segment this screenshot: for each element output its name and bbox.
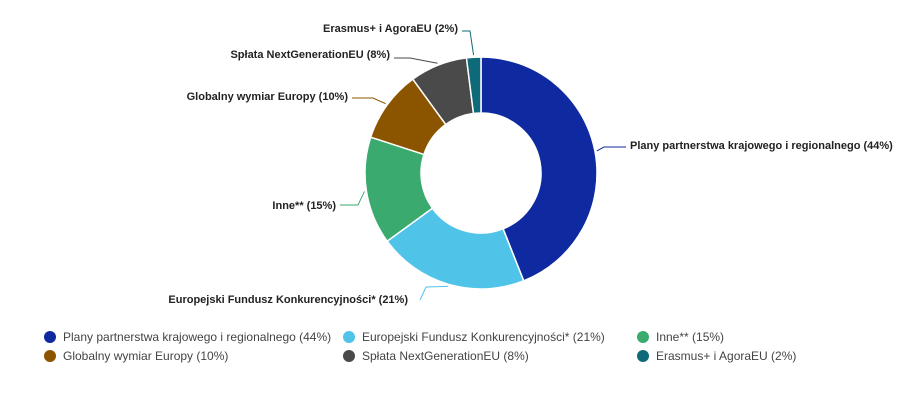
leader-line xyxy=(352,97,386,105)
legend-item: Europejski Fundusz Konkurencyjności* (21… xyxy=(343,330,605,344)
legend-item: Globalny wymiar Europy (10%) xyxy=(44,349,228,363)
legend-label: Europejski Fundusz Konkurencyjności* (21… xyxy=(362,330,605,344)
donut-slice xyxy=(480,56,598,282)
legend-swatch xyxy=(343,331,355,343)
slice-label: Europejski Fundusz Konkurencyjności* (21… xyxy=(168,294,408,306)
slice-label: Spłata NextGenerationEU (8%) xyxy=(230,49,390,61)
leader-line xyxy=(462,30,475,56)
legend-item: Inne** (15%) xyxy=(637,330,724,344)
legend-swatch xyxy=(44,350,56,362)
leader-line xyxy=(340,191,365,206)
legend-item: Plany partnerstwa krajowego i regionalne… xyxy=(44,330,331,344)
slice-label: Inne** (15%) xyxy=(272,200,336,212)
leader-line xyxy=(394,57,438,64)
legend-label: Spłata NextGenerationEU (8%) xyxy=(362,349,529,363)
slice-label: Erasmus+ i AgoraEU (2%) xyxy=(323,23,458,35)
legend-swatch xyxy=(637,350,649,362)
legend-swatch xyxy=(343,350,355,362)
legend-label: Plany partnerstwa krajowego i regionalne… xyxy=(63,330,332,344)
slice-label: Globalny wymiar Europy (10%) xyxy=(187,91,349,103)
legend-item: Spłata NextGenerationEU (8%) xyxy=(343,349,529,363)
slice-label: Plany partnerstwa krajowego i regionalne… xyxy=(630,140,893,152)
leader-line xyxy=(596,146,626,152)
legend-swatch xyxy=(44,331,56,343)
legend-swatch xyxy=(637,331,649,343)
legend-label: Globalny wymiar Europy (10%) xyxy=(63,349,229,363)
legend-label: Inne** (15%) xyxy=(656,330,725,344)
legend-label: Erasmus+ i AgoraEU (2%) xyxy=(656,349,797,363)
leader-line xyxy=(419,285,449,301)
donut-slice xyxy=(386,207,525,290)
donut-slice xyxy=(465,56,482,115)
legend-item: Erasmus+ i AgoraEU (2%) xyxy=(637,349,796,363)
